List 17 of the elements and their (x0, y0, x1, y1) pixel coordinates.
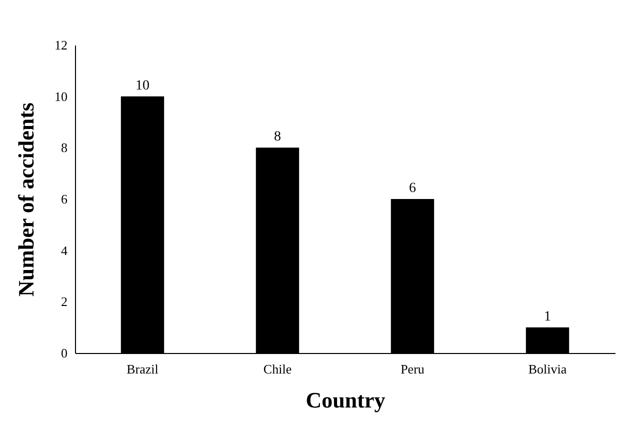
data-label: 8 (274, 130, 281, 145)
y-tick-label: 6 (61, 192, 68, 206)
x-tick-label: Brazil (126, 362, 159, 376)
data-label: 10 (136, 78, 150, 94)
data-label: 6 (409, 181, 416, 196)
data-label: 1 (544, 309, 551, 324)
x-tick-label: Bolivia (528, 362, 567, 376)
y-tick-label: 2 (61, 294, 68, 310)
x-tick-label: Peru (400, 362, 425, 376)
y-tick-label: 12 (54, 38, 68, 52)
y-tick-label: 10 (54, 88, 68, 104)
y-axis-title: Number of accidents (14, 102, 38, 296)
x-tick-label: Chile (263, 362, 292, 376)
y-tick-label: 4 (61, 242, 68, 258)
y-tick-label: 8 (61, 140, 68, 156)
x-axis-title: Country (306, 388, 386, 412)
y-tick-label: 0 (61, 346, 68, 360)
